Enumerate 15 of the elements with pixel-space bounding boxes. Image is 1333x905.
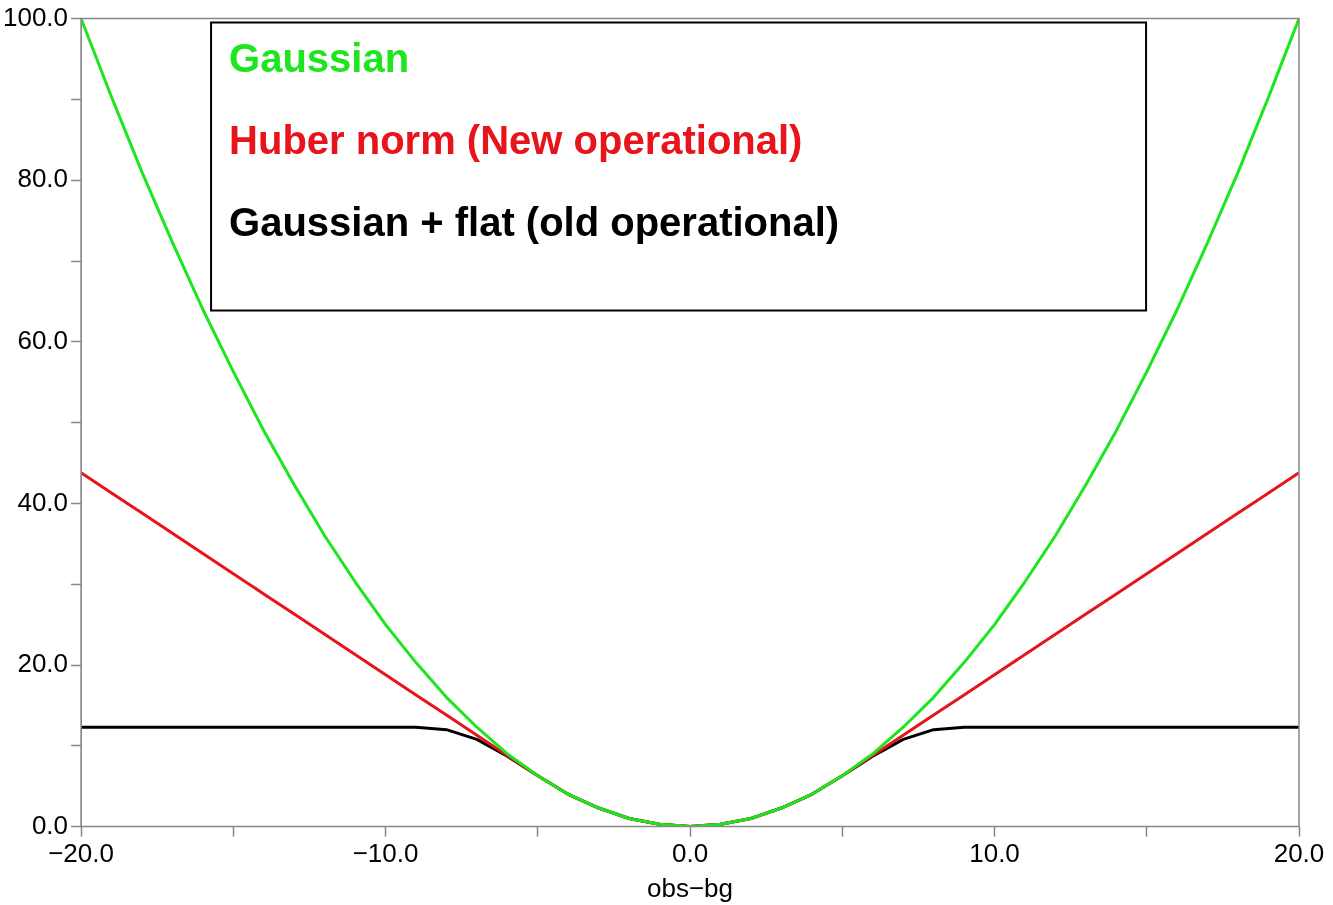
x-tick-label: −10.0: [352, 838, 419, 869]
y-tick-label: 80.0: [17, 163, 69, 194]
x-tick-label: 10.0: [969, 838, 1020, 869]
x-tick-label: 0.0: [671, 838, 709, 869]
x-axis-title: obs−bg: [647, 872, 734, 903]
y-tick-label: 20.0: [17, 648, 69, 679]
y-tick-label: 40.0: [17, 486, 69, 517]
x-tick-label: 20.0: [1273, 838, 1325, 869]
y-tick-label: 0.0: [31, 809, 69, 840]
text: Huber norm (New operational): [229, 117, 803, 162]
y-tick-label: 60.0: [17, 324, 69, 355]
text: Gaussian + flat (old operational): [229, 199, 840, 244]
x-tick-label: −20.0: [48, 838, 114, 869]
text: Gaussian: [229, 35, 410, 80]
y-tick-label: 100.0: [2, 1, 69, 32]
